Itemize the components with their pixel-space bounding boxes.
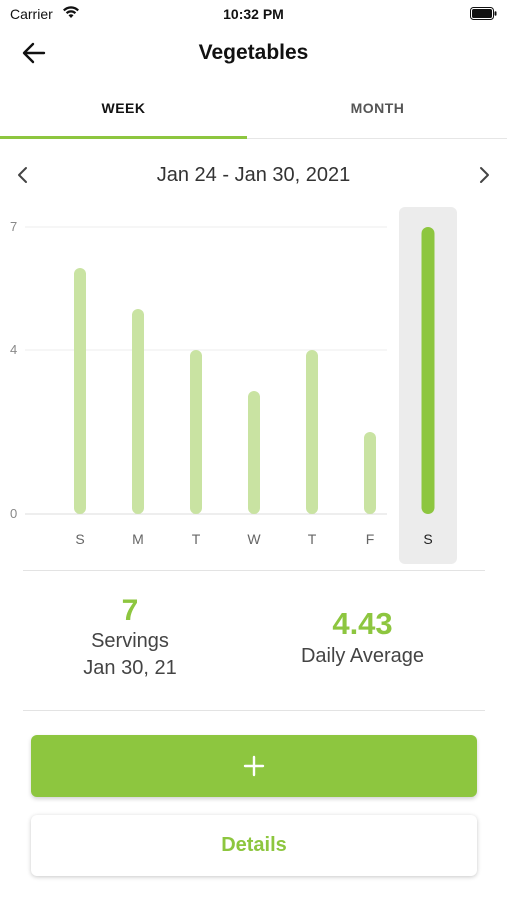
- status-bar: Carrier 10:32 PM: [0, 0, 507, 28]
- bar-1[interactable]: [132, 309, 144, 514]
- chevron-right-icon: [480, 167, 489, 183]
- y-tick-label: 7: [10, 219, 18, 234]
- day-label: T: [307, 531, 317, 547]
- previous-range-button[interactable]: [12, 163, 34, 187]
- details-button[interactable]: Details: [31, 815, 477, 876]
- servings-label: Servings: [91, 630, 169, 652]
- bar-5[interactable]: [364, 432, 376, 514]
- day-label: F: [365, 531, 375, 547]
- section-divider: [23, 570, 485, 571]
- back-button[interactable]: [18, 38, 52, 68]
- status-time: 10:32 PM: [223, 6, 284, 22]
- daily-average-label: Daily Average: [300, 645, 425, 667]
- y-tick-label: 4: [10, 342, 18, 357]
- wifi-icon: [63, 6, 79, 18]
- y-tick-label: 0: [10, 506, 18, 521]
- section-divider: [23, 710, 485, 711]
- date-range-label: Jan 24 - Jan 30, 2021: [156, 164, 351, 186]
- chart-canvas: [25, 207, 457, 564]
- bar-4[interactable]: [306, 350, 318, 514]
- bar-2[interactable]: [190, 350, 202, 514]
- bar-3[interactable]: [248, 391, 260, 514]
- chevron-left-icon: [18, 167, 27, 183]
- servings-value: 7: [121, 594, 139, 627]
- plus-icon: [243, 755, 265, 777]
- servings-stat: 7 Servings Jan 30, 21: [50, 594, 210, 682]
- day-label: M: [132, 531, 144, 547]
- bar-0[interactable]: [74, 268, 86, 514]
- add-serving-button[interactable]: [31, 735, 477, 797]
- day-label: S: [423, 531, 433, 547]
- next-range-button[interactable]: [473, 163, 495, 187]
- servings-date: Jan 30, 21: [83, 657, 177, 679]
- arrow-left-icon: [22, 42, 46, 64]
- bar-6[interactable]: [421, 227, 435, 514]
- active-tab-indicator: [0, 136, 247, 139]
- tab-month[interactable]: MONTH: [350, 100, 405, 116]
- day-label: S: [75, 531, 85, 547]
- page-title: Vegetables: [198, 41, 309, 64]
- navigation-bar: Vegetables: [0, 28, 507, 80]
- daily-average-stat: 4.43 Daily Average: [270, 606, 455, 670]
- servings-bar-chart: 7 4 0 S M T W T F S: [0, 205, 507, 570]
- daily-average-value: 4.43: [332, 606, 393, 641]
- tab-week[interactable]: WEEK: [101, 100, 146, 116]
- date-range-selector: Jan 24 - Jan 30, 2021: [0, 155, 507, 195]
- day-label: T: [191, 531, 201, 547]
- battery-icon: [470, 7, 497, 20]
- carrier-label: Carrier: [10, 6, 53, 22]
- period-tabs: WEEK MONTH: [0, 86, 507, 139]
- day-label: W: [247, 531, 261, 547]
